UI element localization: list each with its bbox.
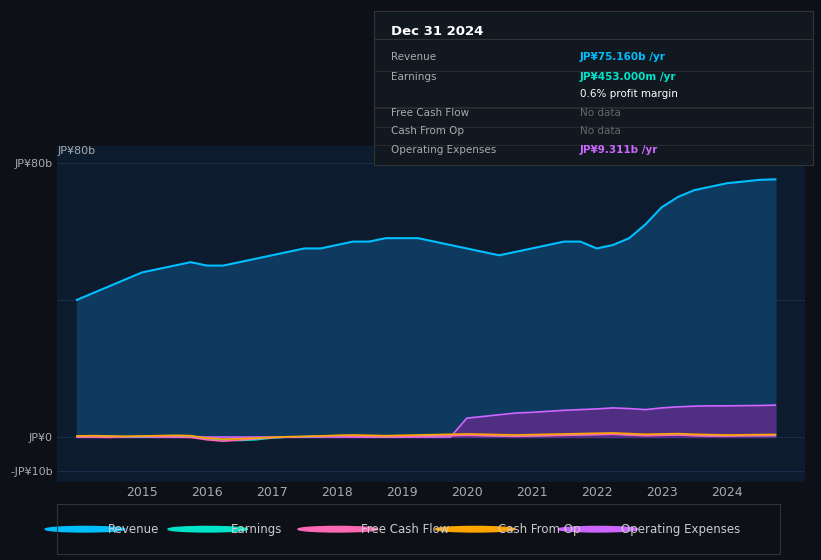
- Text: No data: No data: [580, 108, 621, 118]
- Circle shape: [558, 526, 638, 532]
- Circle shape: [45, 526, 125, 532]
- Text: JP¥80b: JP¥80b: [57, 146, 95, 156]
- Text: Free Cash Flow: Free Cash Flow: [391, 108, 470, 118]
- Text: Revenue: Revenue: [108, 522, 159, 536]
- Text: JP¥9.311b /yr: JP¥9.311b /yr: [580, 145, 658, 155]
- Text: Operating Expenses: Operating Expenses: [621, 522, 741, 536]
- Text: Revenue: Revenue: [391, 53, 436, 62]
- Circle shape: [435, 526, 515, 532]
- Circle shape: [298, 526, 378, 532]
- Text: 0.6% profit margin: 0.6% profit margin: [580, 90, 678, 99]
- Text: No data: No data: [580, 127, 621, 136]
- Text: Dec 31 2024: Dec 31 2024: [391, 25, 484, 38]
- Text: JP¥75.160b /yr: JP¥75.160b /yr: [580, 53, 666, 62]
- Text: Free Cash Flow: Free Cash Flow: [361, 522, 449, 536]
- Circle shape: [168, 526, 247, 532]
- Text: Earnings: Earnings: [391, 72, 437, 82]
- Text: Cash From Op: Cash From Op: [391, 127, 464, 136]
- Text: Earnings: Earnings: [231, 522, 282, 536]
- Text: JP¥453.000m /yr: JP¥453.000m /yr: [580, 72, 677, 82]
- Text: Operating Expenses: Operating Expenses: [391, 145, 497, 155]
- Text: Cash From Op: Cash From Op: [498, 522, 580, 536]
